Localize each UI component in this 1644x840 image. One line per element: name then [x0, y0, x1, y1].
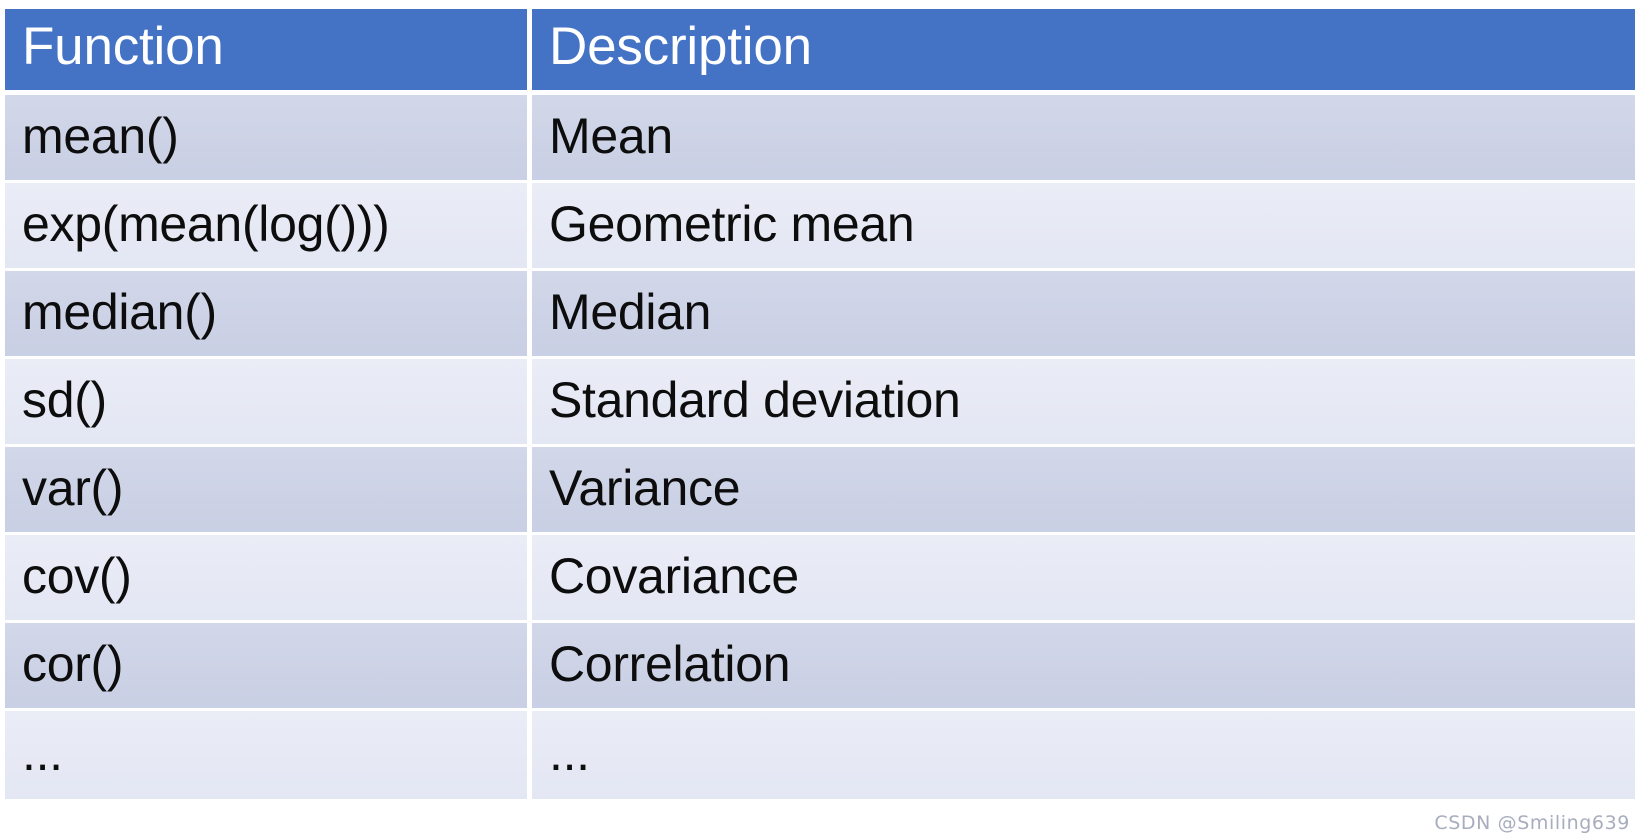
table-row: ... ...: [5, 711, 1635, 799]
cell-description: Standard deviation: [532, 359, 1635, 447]
cell-function: median(): [5, 271, 532, 359]
cell-function: cor(): [5, 623, 532, 711]
table-row: var() Variance: [5, 447, 1635, 535]
table-body: mean() Mean exp(mean(log())) Geometric m…: [5, 95, 1635, 799]
table-row: cov() Covariance: [5, 535, 1635, 623]
table-header-row: Function Description: [5, 9, 1635, 95]
r-functions-table: Function Description mean() Mean exp(mea…: [5, 9, 1635, 799]
watermark-label: CSDN @Smiling639: [1434, 812, 1630, 834]
column-header-description: Description: [532, 9, 1635, 95]
cell-function: var(): [5, 447, 532, 535]
column-header-function: Function: [5, 9, 532, 95]
table-row: exp(mean(log())) Geometric mean: [5, 183, 1635, 271]
cell-function: mean(): [5, 95, 532, 183]
cell-description: Mean: [532, 95, 1635, 183]
cell-description: Covariance: [532, 535, 1635, 623]
cell-description: Correlation: [532, 623, 1635, 711]
table-header: Function Description: [5, 9, 1635, 95]
table-row: sd() Standard deviation: [5, 359, 1635, 447]
table-row: median() Median: [5, 271, 1635, 359]
cell-description: Median: [532, 271, 1635, 359]
table-row: mean() Mean: [5, 95, 1635, 183]
cell-description: Variance: [532, 447, 1635, 535]
cell-description: ...: [532, 711, 1635, 799]
cell-description: Geometric mean: [532, 183, 1635, 271]
cell-function: ...: [5, 711, 532, 799]
cell-function: exp(mean(log())): [5, 183, 532, 271]
cell-function: sd(): [5, 359, 532, 447]
table-row: cor() Correlation: [5, 623, 1635, 711]
cell-function: cov(): [5, 535, 532, 623]
